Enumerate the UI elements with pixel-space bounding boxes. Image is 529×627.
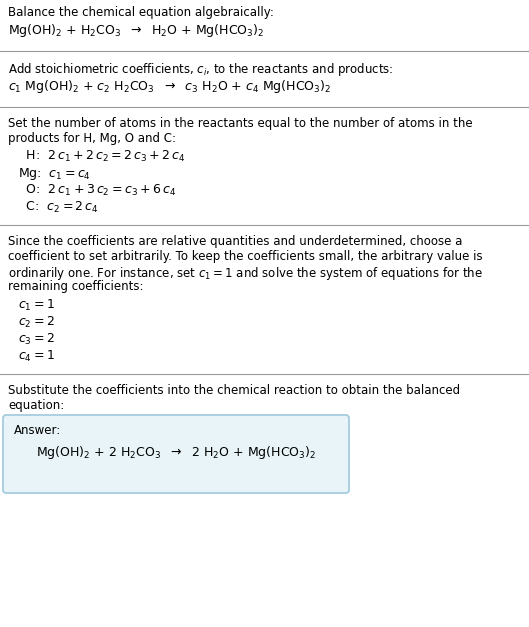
Text: remaining coefficients:: remaining coefficients: (8, 280, 143, 293)
Text: O:  $2\,c_1 + 3\,c_2 = c_3 + 6\,c_4$: O: $2\,c_1 + 3\,c_2 = c_3 + 6\,c_4$ (18, 183, 176, 198)
Text: Add stoichiometric coefficients, $c_i$, to the reactants and products:: Add stoichiometric coefficients, $c_i$, … (8, 61, 394, 78)
Text: $c_1$ Mg(OH)$_2$ + $c_2$ H$_2$CO$_3$  $\rightarrow$  $c_3$ H$_2$O + $c_4$ Mg(HCO: $c_1$ Mg(OH)$_2$ + $c_2$ H$_2$CO$_3$ $\r… (8, 78, 331, 95)
Text: $c_3 = 2$: $c_3 = 2$ (18, 332, 55, 347)
FancyBboxPatch shape (3, 415, 349, 493)
Text: Since the coefficients are relative quantities and underdetermined, choose a: Since the coefficients are relative quan… (8, 235, 462, 248)
Text: Mg(OH)$_2$ + 2 H$_2$CO$_3$  $\rightarrow$  2 H$_2$O + Mg(HCO$_3$)$_2$: Mg(OH)$_2$ + 2 H$_2$CO$_3$ $\rightarrow$… (36, 444, 316, 461)
Text: H:  $2\,c_1 + 2\,c_2 = 2\,c_3 + 2\,c_4$: H: $2\,c_1 + 2\,c_2 = 2\,c_3 + 2\,c_4$ (18, 149, 186, 164)
Text: Set the number of atoms in the reactants equal to the number of atoms in the: Set the number of atoms in the reactants… (8, 117, 472, 130)
Text: $c_1 = 1$: $c_1 = 1$ (18, 298, 55, 313)
Text: products for H, Mg, O and C:: products for H, Mg, O and C: (8, 132, 176, 145)
Text: Mg(OH)$_2$ + H$_2$CO$_3$  $\rightarrow$  H$_2$O + Mg(HCO$_3$)$_2$: Mg(OH)$_2$ + H$_2$CO$_3$ $\rightarrow$ H… (8, 22, 264, 39)
Text: Balance the chemical equation algebraically:: Balance the chemical equation algebraica… (8, 6, 274, 19)
Text: $c_2 = 2$: $c_2 = 2$ (18, 315, 55, 330)
Text: Substitute the coefficients into the chemical reaction to obtain the balanced: Substitute the coefficients into the che… (8, 384, 460, 397)
Text: C:  $c_2 = 2\,c_4$: C: $c_2 = 2\,c_4$ (18, 200, 99, 215)
Text: equation:: equation: (8, 399, 64, 412)
Text: coefficient to set arbitrarily. To keep the coefficients small, the arbitrary va: coefficient to set arbitrarily. To keep … (8, 250, 482, 263)
Text: ordinarily one. For instance, set $c_1 = 1$ and solve the system of equations fo: ordinarily one. For instance, set $c_1 =… (8, 265, 483, 282)
Text: Answer:: Answer: (14, 424, 61, 437)
Text: $c_4 = 1$: $c_4 = 1$ (18, 349, 55, 364)
Text: Mg:  $c_1 = c_4$: Mg: $c_1 = c_4$ (18, 166, 91, 182)
